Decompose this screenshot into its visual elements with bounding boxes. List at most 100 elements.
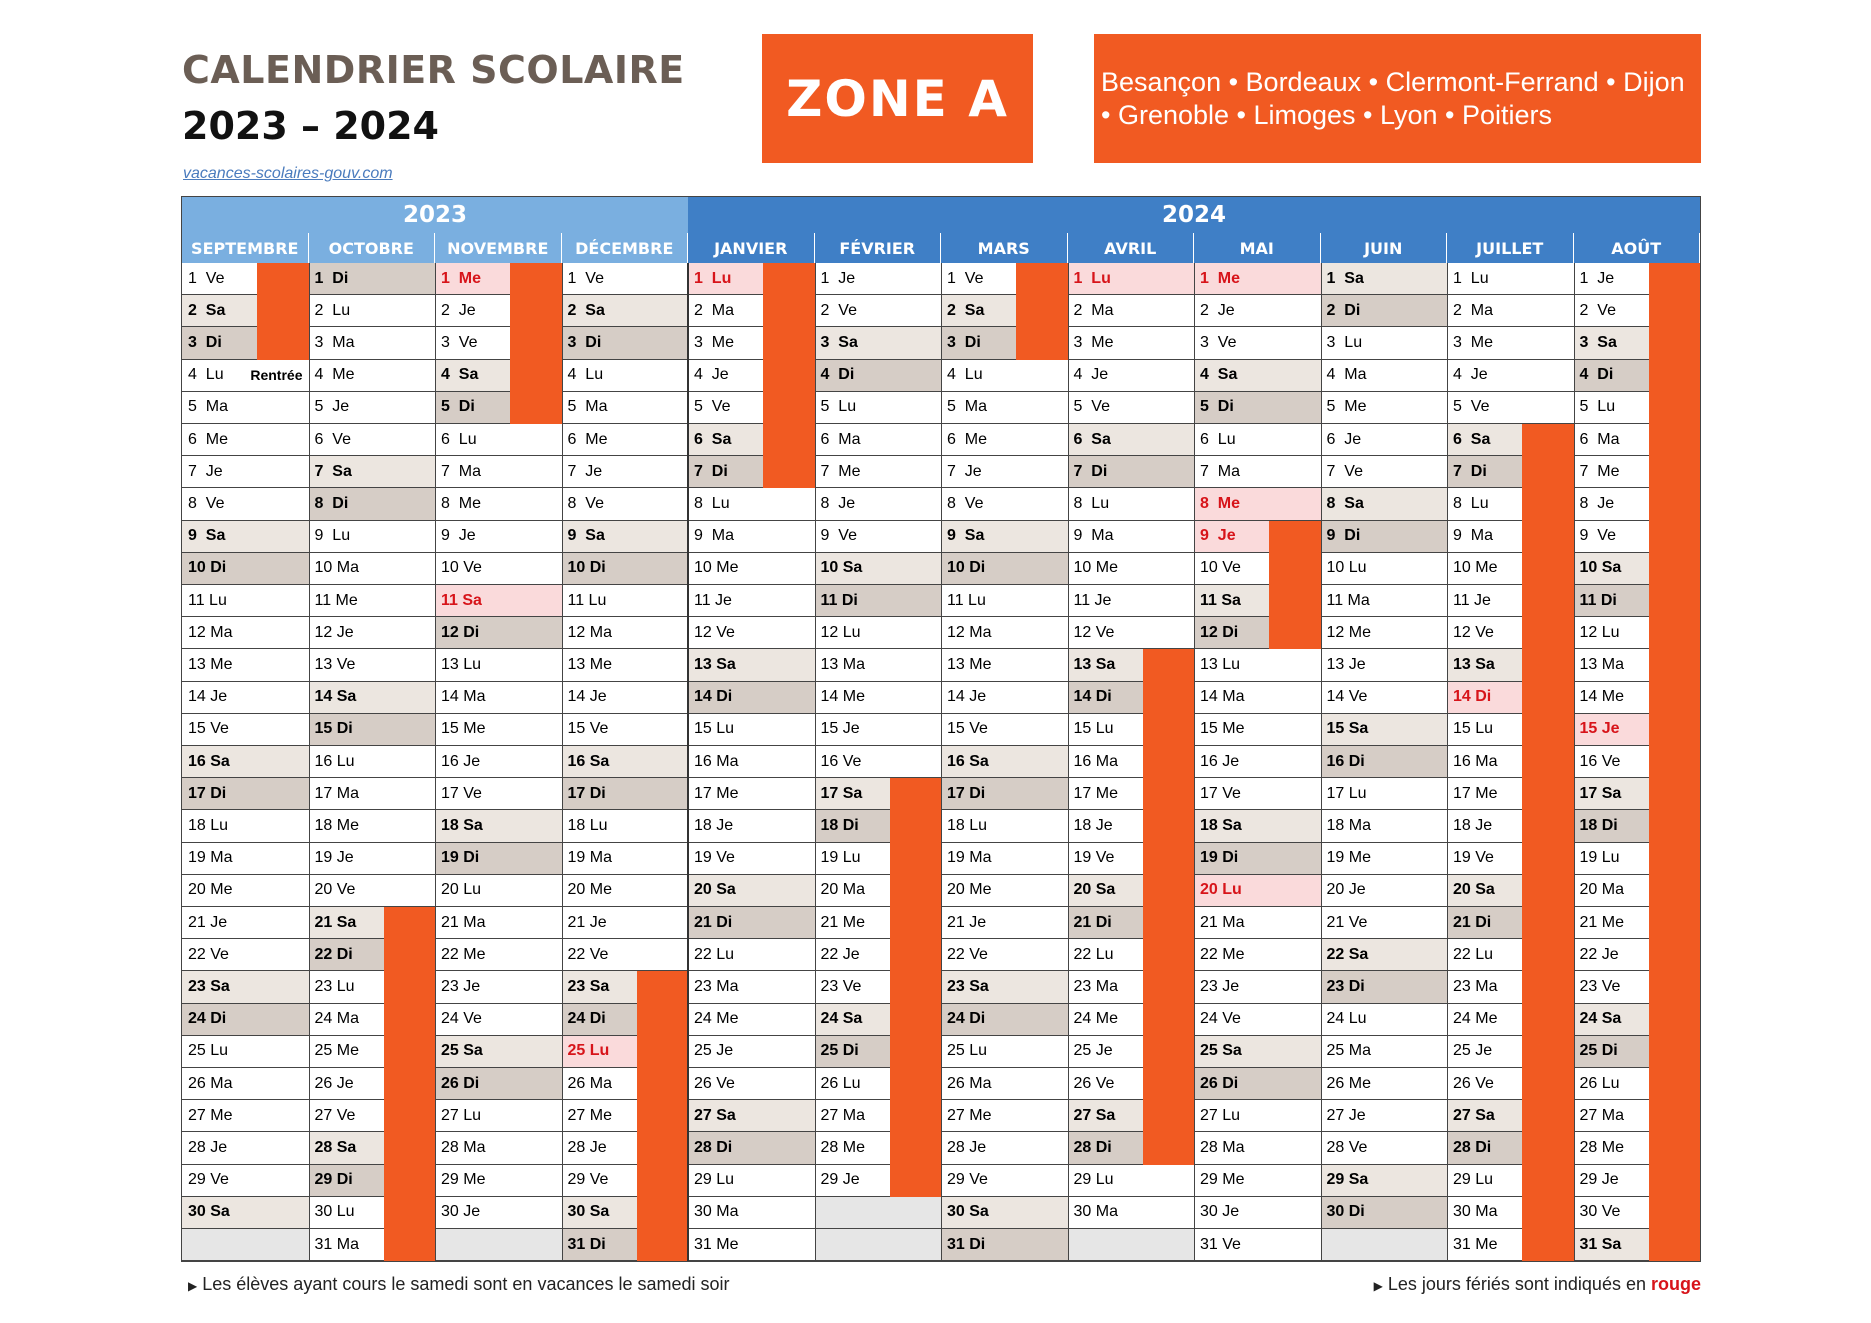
day-cell: 28 Je	[561, 1132, 637, 1165]
day-cell: 20 Lu	[435, 875, 562, 907]
day-cell: 13 Je	[1320, 649, 1447, 682]
day-cell: 9 Lu	[308, 521, 435, 553]
day-cell: 13 Me	[182, 649, 309, 682]
day-cell: 6 Sa	[688, 424, 763, 457]
note-holidays: ▶ Les jours fériés sont indiqués en roug…	[1374, 1274, 1701, 1295]
day-cell: 24 Me	[688, 1004, 815, 1036]
day-cell: 15 Me	[1194, 714, 1321, 746]
month-header: MARS	[941, 233, 1068, 263]
page-title: CALENDRIER SCOLAIRE	[182, 48, 685, 92]
day-cell: 10 Di	[182, 552, 309, 585]
day-cell: 9 Ve	[1573, 521, 1649, 553]
day-cell: 23 Lu	[308, 971, 384, 1004]
day-cell: 5 Lu	[1573, 392, 1649, 424]
day-cell: 7 Je	[561, 456, 688, 489]
month-header: DÉCEMBRE	[561, 233, 688, 263]
month-header: JUILLET	[1447, 233, 1574, 263]
day-cell: 11 Di	[814, 585, 941, 618]
vacation-bar	[1269, 520, 1321, 650]
day-cell: 2 Ma	[1447, 295, 1574, 328]
column-divider	[814, 263, 816, 1261]
day-cell: 14 Ma	[1194, 682, 1321, 714]
day-cell: 19 Je	[308, 843, 435, 875]
day-cell: 2 Ma	[1067, 295, 1194, 328]
day-cell: 21 Ma	[1194, 907, 1321, 940]
day-cell: 2 Je	[1194, 295, 1321, 328]
day-cell: 28 Je	[941, 1132, 1068, 1165]
day-cell: 5 Di	[435, 391, 510, 424]
day-cell: 25 Di	[814, 1035, 890, 1068]
day-cell: 30 Ma	[1447, 1197, 1522, 1229]
holiday-cell: 1 Lu	[1067, 263, 1194, 296]
day-cell: 22 Lu	[1447, 939, 1522, 972]
day-cell: 15 Di	[308, 713, 435, 746]
day-cell: 16 Ve	[1573, 746, 1649, 779]
day-cell: 23 Je	[435, 971, 562, 1004]
day-cell: 10 Di	[561, 552, 688, 585]
day-cell: 23 Ma	[1447, 971, 1522, 1004]
day-cell: 22 Ve	[182, 939, 309, 972]
website-link[interactable]: vacances-scolaires-gouv.com	[183, 165, 393, 182]
day-cell: 28 Ma	[435, 1132, 562, 1165]
day-cell: 12 Di	[435, 617, 562, 650]
day-cell: 26 Ve	[688, 1068, 815, 1101]
month-header: FÉVRIER	[814, 233, 941, 263]
day-cell: 17 Di	[561, 778, 688, 811]
day-cell: 15 Lu	[1447, 714, 1522, 746]
day-cell: 20 Ve	[308, 875, 435, 907]
day-cell: 24 Me	[1067, 1004, 1143, 1036]
day-cell: 16 Ve	[814, 746, 941, 779]
day-cell: 29 Sa	[1320, 1164, 1447, 1197]
day-cell: 14 Di	[688, 681, 815, 714]
column-divider	[941, 263, 942, 1261]
day-cell: 8 Je	[814, 488, 941, 521]
day-cell: 14 Je	[941, 682, 1068, 714]
day-cell: 3 Di	[561, 327, 688, 360]
day-cell: 24 Sa	[1573, 1003, 1649, 1036]
column-divider	[1194, 263, 1195, 1261]
day-cell: 2 Sa	[561, 295, 688, 328]
day-cell: 5 Je	[308, 392, 435, 424]
day-cell: 5 Ma	[182, 392, 309, 424]
day-cell: 24 Di	[182, 1003, 309, 1036]
day-cell: 20 Ma	[814, 875, 890, 907]
day-cell: 19 Ma	[941, 843, 1068, 875]
day-cell: 3 Ma	[308, 327, 435, 360]
day-cell: 19 Lu	[814, 843, 890, 875]
month-header: AOÛT	[1573, 233, 1700, 263]
day-cell: 9 Ma	[1067, 521, 1194, 553]
year-header-2024: 2024	[688, 197, 1700, 233]
day-cell: 7 Ve	[1320, 456, 1447, 489]
day-cell: 3 Me	[1447, 327, 1574, 360]
day-cell: 29 Me	[435, 1165, 562, 1197]
day-cell: 31 Ma	[308, 1229, 384, 1262]
day-cell: 11 Ma	[1320, 585, 1447, 618]
day-cell: 21 Je	[182, 907, 309, 940]
day-cell: 27 Sa	[1447, 1100, 1522, 1133]
day-cell: 20 Je	[1320, 875, 1447, 907]
day-cell: 14 Ma	[435, 682, 562, 714]
day-cell: 20 Sa	[688, 874, 815, 907]
day-cell: 30 Lu	[308, 1197, 384, 1229]
column-divider	[687, 263, 689, 1261]
day-cell: 5 Me	[1320, 392, 1447, 424]
note-saturday-text: Les élèves ayant cours le samedi sont en…	[202, 1274, 730, 1294]
day-cell: 1 Di	[308, 263, 435, 296]
day-cell: 21 Ve	[1320, 907, 1447, 940]
day-cell: 15 Me	[435, 714, 562, 746]
day-cell: 17 Di	[941, 778, 1068, 811]
day-cell: 9 Ma	[1447, 521, 1522, 553]
day-cell: 25 Sa	[1194, 1035, 1321, 1068]
day-cell: 10 Me	[1447, 553, 1522, 585]
day-cell: 27 Me	[561, 1100, 637, 1133]
vacation-bar	[763, 263, 815, 489]
day-cell: 15 Je	[814, 714, 941, 746]
day-cell: 27 Sa	[688, 1100, 815, 1133]
day-cell: 18 Lu	[561, 810, 688, 843]
note-holidays-red: rouge	[1650, 1274, 1701, 1294]
day-cell: 29 Me	[1194, 1165, 1321, 1197]
day-cell: 20 Sa	[1067, 874, 1143, 907]
day-cell: 11 Lu	[182, 585, 309, 618]
day-cell: 15 Sa	[1320, 713, 1447, 746]
day-cell: 31 Me	[688, 1229, 815, 1262]
